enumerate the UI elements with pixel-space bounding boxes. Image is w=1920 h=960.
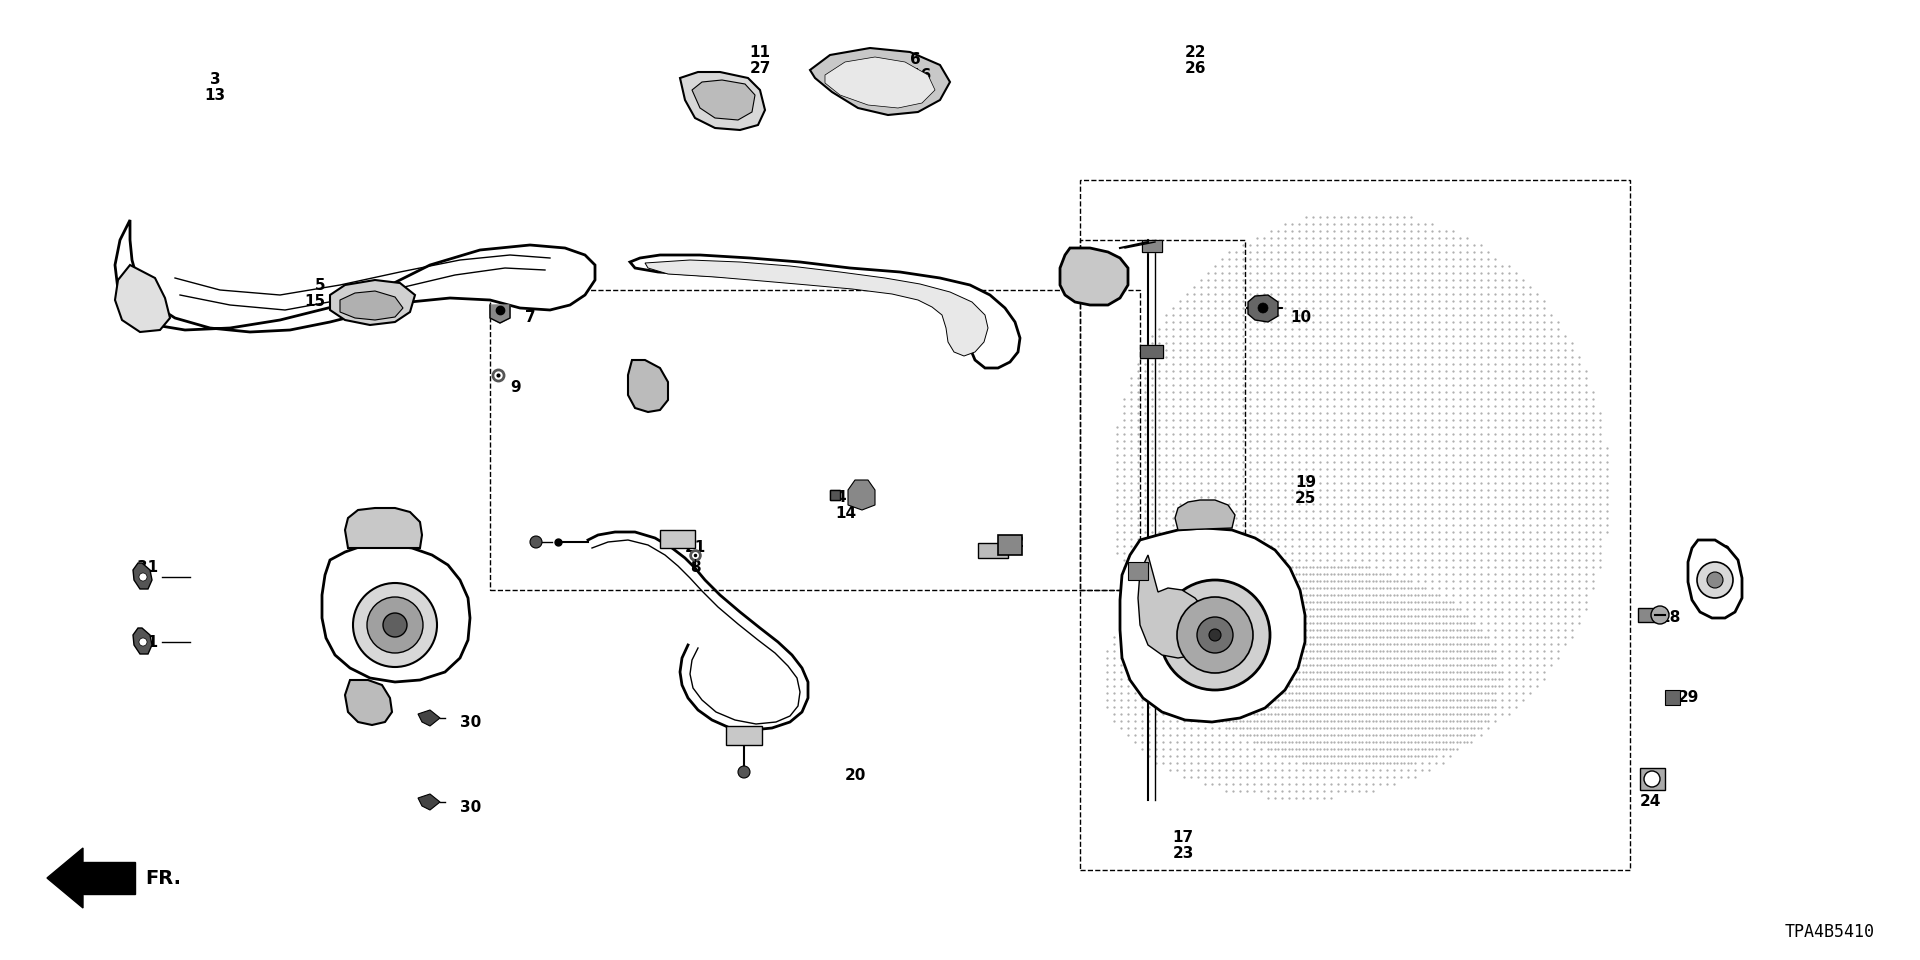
Text: 8: 8: [689, 560, 701, 575]
Polygon shape: [323, 545, 470, 682]
Text: 31: 31: [138, 635, 159, 650]
Polygon shape: [115, 265, 171, 332]
Polygon shape: [826, 57, 935, 108]
Text: 5
15: 5 15: [303, 278, 324, 309]
Polygon shape: [1638, 608, 1661, 622]
Polygon shape: [977, 543, 1008, 558]
Polygon shape: [1119, 528, 1306, 722]
Circle shape: [1697, 562, 1734, 598]
Text: 4
14: 4 14: [835, 490, 856, 521]
Polygon shape: [680, 72, 764, 130]
Circle shape: [1644, 771, 1661, 787]
Text: 18
24: 18 24: [1640, 778, 1661, 809]
Text: 22
26: 22 26: [1185, 45, 1206, 76]
Polygon shape: [660, 530, 695, 548]
Text: 10: 10: [1290, 310, 1311, 325]
Circle shape: [1651, 606, 1668, 624]
Polygon shape: [1665, 690, 1680, 705]
Text: 7: 7: [524, 310, 536, 325]
Circle shape: [353, 583, 438, 667]
Text: 6
16: 6 16: [910, 52, 931, 84]
Bar: [1079, 240, 1244, 590]
Text: 28: 28: [1661, 610, 1682, 625]
Polygon shape: [849, 480, 876, 510]
Polygon shape: [726, 726, 762, 745]
Circle shape: [367, 597, 422, 653]
Polygon shape: [1248, 295, 1279, 322]
Bar: [490, 290, 1140, 590]
Text: TPA4B5410: TPA4B5410: [1786, 923, 1876, 941]
Polygon shape: [998, 535, 1021, 555]
Text: FR.: FR.: [146, 869, 180, 887]
Polygon shape: [330, 280, 415, 325]
Circle shape: [382, 613, 407, 637]
Circle shape: [1177, 597, 1254, 673]
Polygon shape: [490, 305, 511, 323]
Polygon shape: [346, 680, 392, 725]
Polygon shape: [115, 220, 595, 332]
Circle shape: [1160, 580, 1269, 690]
Text: 30: 30: [461, 800, 482, 815]
Polygon shape: [419, 794, 440, 810]
Text: 31: 31: [138, 560, 159, 575]
Polygon shape: [1142, 240, 1162, 252]
Polygon shape: [419, 710, 440, 726]
Text: 2: 2: [1720, 545, 1730, 560]
Text: 20: 20: [845, 768, 866, 783]
Polygon shape: [346, 508, 422, 548]
Polygon shape: [1175, 500, 1235, 530]
Circle shape: [1210, 629, 1221, 641]
Text: 30: 30: [461, 715, 482, 730]
Polygon shape: [1139, 555, 1208, 658]
Text: 21: 21: [684, 540, 707, 555]
Polygon shape: [628, 360, 668, 412]
Circle shape: [1196, 617, 1233, 653]
Polygon shape: [132, 628, 152, 654]
Polygon shape: [46, 848, 83, 908]
Polygon shape: [83, 862, 134, 894]
Text: 32: 32: [1002, 535, 1025, 550]
Circle shape: [530, 536, 541, 548]
Text: 11
27: 11 27: [749, 45, 770, 76]
Text: 17
23: 17 23: [1173, 830, 1194, 861]
Polygon shape: [691, 80, 755, 120]
Polygon shape: [810, 48, 950, 115]
Polygon shape: [1060, 248, 1129, 305]
Polygon shape: [1140, 345, 1164, 358]
Text: 9: 9: [511, 380, 520, 395]
Text: 29: 29: [1678, 690, 1699, 705]
Polygon shape: [1129, 562, 1148, 580]
Text: 1
12: 1 12: [405, 545, 426, 576]
Polygon shape: [132, 563, 152, 589]
Circle shape: [737, 766, 751, 778]
Circle shape: [138, 573, 148, 581]
Polygon shape: [630, 255, 1020, 368]
Text: 3
13: 3 13: [204, 72, 225, 104]
Polygon shape: [1640, 768, 1665, 790]
Text: 19
25: 19 25: [1294, 475, 1317, 506]
Polygon shape: [340, 291, 403, 320]
Polygon shape: [1688, 540, 1741, 618]
Bar: [1079, 180, 1630, 870]
Circle shape: [1258, 303, 1267, 313]
Polygon shape: [645, 260, 989, 356]
Circle shape: [138, 638, 148, 646]
Circle shape: [1707, 572, 1722, 588]
